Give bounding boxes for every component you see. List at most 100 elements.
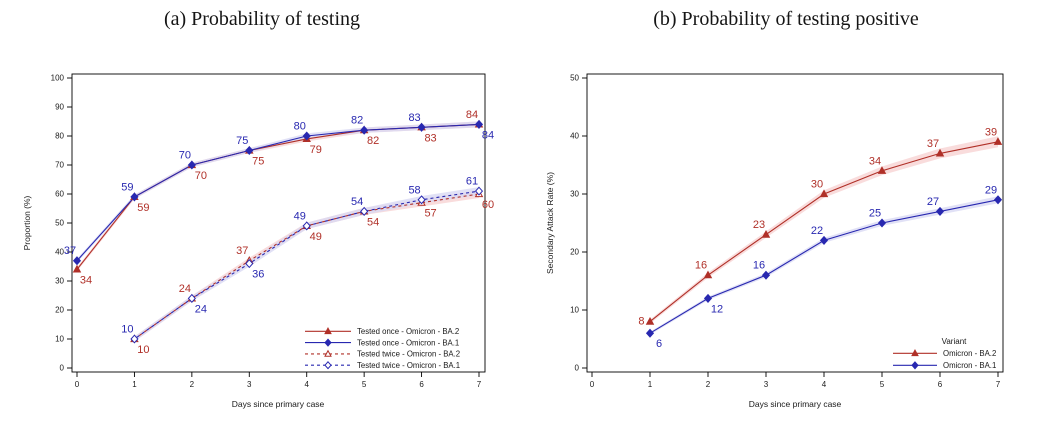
- y-tick-label: 20: [55, 306, 64, 315]
- data-point-label: 10: [137, 344, 149, 356]
- x-tick-label: 5: [880, 380, 885, 389]
- y-axis: 0 10 20 30 40 50: [570, 74, 587, 373]
- legend-entry-label: Tested once - Omicron - BA.1: [357, 338, 459, 347]
- series-points-3: 10 24 36 49 54 58 61: [121, 176, 484, 344]
- confidence-band: [650, 136, 998, 324]
- data-point-marker: [245, 259, 254, 269]
- data-point-label: 58: [408, 184, 420, 196]
- data-point-label: 70: [179, 150, 191, 162]
- data-point-label: 84: [482, 129, 494, 141]
- series-line-1: [76, 123, 480, 262]
- data-point-marker: [302, 221, 311, 231]
- x-tick-label: 6: [938, 380, 943, 389]
- data-point-label: 10: [121, 324, 133, 336]
- y-tick-label: 0: [60, 364, 65, 373]
- x-tick-label: 0: [75, 380, 80, 389]
- data-point-marker: [703, 270, 713, 279]
- data-point-label: 23: [753, 219, 765, 231]
- legend-entry-label: Tested twice - Omicron - BA.2: [357, 350, 460, 359]
- confidence-bands: [650, 136, 998, 335]
- data-point-marker: [645, 316, 655, 325]
- legend-entry-label: Omicron - BA.2: [943, 349, 996, 358]
- data-point-label: 82: [351, 115, 363, 127]
- data-point-label: 49: [310, 231, 322, 243]
- data-point-label: 16: [695, 260, 707, 272]
- data-point-label: 37: [64, 245, 76, 257]
- data-point-label: 54: [367, 216, 379, 228]
- data-point-label: 82: [367, 135, 379, 147]
- y-tick-label: 50: [570, 74, 579, 83]
- legend-entry-label: Tested once - Omicron - BA.2: [357, 327, 459, 336]
- x-tick-label: 7: [996, 380, 1001, 389]
- y-tick-label: 90: [55, 103, 64, 112]
- y-tick-label: 100: [51, 74, 65, 83]
- legend: Tested once - Omicron - BA.2 Tested once …: [305, 327, 460, 370]
- data-point-label: 70: [195, 170, 207, 182]
- legend: Variant Omicron - BA.2 Omicron - BA.1: [893, 337, 996, 370]
- y-tick-label: 30: [55, 277, 64, 286]
- data-point-label: 36: [252, 269, 264, 281]
- data-point-label: 60: [482, 199, 494, 211]
- legend-marker: [324, 361, 332, 370]
- panel-b-probability-of-testing-positive: (b) Probability of testing positive 0 10 2…: [524, 0, 1048, 441]
- y-tick-label: 40: [55, 248, 64, 257]
- legend-marker: [911, 349, 919, 357]
- x-axis-title: Days since primary case: [232, 399, 325, 409]
- x-tick-label: 5: [362, 380, 367, 389]
- data-point-marker: [187, 160, 196, 170]
- y-tick-label: 40: [570, 132, 579, 141]
- y-axis-title: Secondary Attack Rate (%): [545, 172, 555, 274]
- y-tick-label: 70: [55, 161, 64, 170]
- data-point-marker: [417, 195, 426, 205]
- data-point-marker: [993, 137, 1003, 145]
- data-point-marker: [72, 256, 82, 266]
- data-point-label: 75: [236, 135, 248, 147]
- data-point-label: 54: [351, 196, 363, 208]
- y-tick-label: 30: [570, 190, 579, 199]
- data-point-marker: [474, 119, 484, 129]
- x-tick-label: 3: [247, 380, 252, 389]
- data-point-label: 59: [121, 181, 133, 193]
- x-tick-label: 4: [304, 380, 309, 389]
- confidence-bands: [77, 121, 479, 342]
- data-point-marker: [417, 122, 426, 132]
- data-point-label: 24: [179, 283, 191, 295]
- data-point-marker: [302, 131, 311, 141]
- legend-entry-label: Tested twice - Omicron - BA.1: [357, 361, 460, 370]
- data-point-marker: [245, 145, 254, 156]
- data-point-label: 83: [408, 112, 420, 124]
- data-point-label: 29: [985, 184, 997, 196]
- x-tick-label: 7: [477, 380, 482, 389]
- data-point-marker: [819, 235, 829, 245]
- panel-b-title: (b) Probability of testing positive: [653, 8, 919, 30]
- legend-entry-label: Omicron - BA.1: [943, 361, 996, 370]
- data-point-label: 39: [985, 126, 997, 138]
- y-tick-label: 10: [570, 306, 579, 315]
- data-point-marker: [877, 218, 887, 228]
- data-point-label: 12: [711, 303, 723, 315]
- x-axis-title: Days since primary case: [749, 399, 842, 409]
- series-points-1: 6 12 16 22 25 27 29: [645, 184, 1003, 350]
- x-tick-label: 1: [648, 380, 653, 389]
- plot-frame: [586, 73, 1004, 373]
- legend-marker: [324, 338, 332, 347]
- x-tick-label: 2: [190, 380, 195, 389]
- data-point-marker: [761, 270, 771, 280]
- data-point-marker: [935, 148, 945, 157]
- panel-a-probability-of-testing: (a) Probability of testing 0 10 20 30 40 50 60…: [22, 8, 494, 409]
- y-axis: 0 10 20 30 40 50 60 70 80 90 100: [51, 74, 72, 373]
- data-point-marker: [360, 125, 369, 135]
- data-point-label: 24: [195, 303, 207, 315]
- data-point-marker: [819, 189, 829, 198]
- data-point-label: 6: [656, 338, 662, 350]
- data-point-label: 75: [252, 156, 264, 168]
- legend-marker: [324, 327, 332, 335]
- series-points-1: 37 59 70 75 80 82 83 84: [64, 112, 494, 266]
- y-axis-title: Proportion (%): [22, 195, 32, 250]
- x-tick-label: 3: [764, 380, 769, 389]
- data-point-label: 59: [137, 202, 149, 214]
- y-tick-label: 80: [55, 132, 64, 141]
- y-tick-label: 60: [55, 190, 64, 199]
- y-tick-label: 0: [575, 364, 580, 373]
- data-point-label: 84: [466, 109, 478, 121]
